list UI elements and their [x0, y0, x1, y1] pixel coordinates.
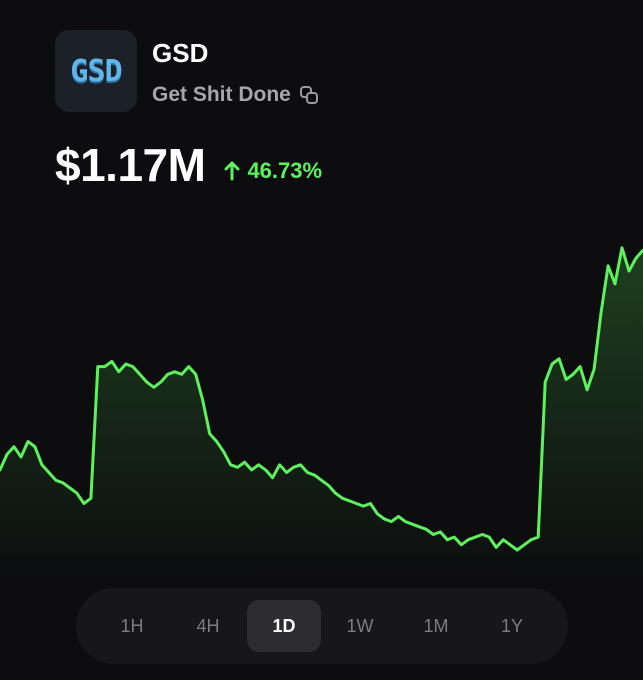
arrow-up-icon	[224, 161, 240, 181]
chart-series-line	[0, 246, 643, 552]
time-range-selector: 1H 4H 1D 1W 1M 1Y	[76, 588, 568, 664]
token-symbol: GSD	[152, 38, 209, 68]
copy-icon[interactable]	[299, 85, 319, 105]
price-chart	[0, 246, 643, 580]
range-tab-1w[interactable]: 1W	[346, 615, 374, 636]
token-name-row: Get Shit Done	[152, 83, 319, 107]
range-tab-1h[interactable]: 1H	[120, 615, 144, 636]
price-row: $1.17M 46.73%	[55, 138, 322, 192]
range-tab-4h[interactable]: 4H	[196, 615, 220, 636]
chart-area	[0, 247, 643, 580]
price-change-value: 46.73%	[247, 158, 323, 183]
token-logo: GSD	[55, 30, 137, 112]
token-name: Get Shit Done	[152, 83, 291, 106]
range-tab-1m[interactable]: 1M	[423, 615, 449, 636]
price-value: $1.17M	[55, 139, 206, 191]
range-tab-1d[interactable]: 1D	[247, 600, 321, 652]
price-change: 46.73%	[223, 158, 322, 184]
range-tab-1y[interactable]: 1Y	[500, 615, 524, 636]
token-logo-text: GSD	[70, 53, 122, 89]
